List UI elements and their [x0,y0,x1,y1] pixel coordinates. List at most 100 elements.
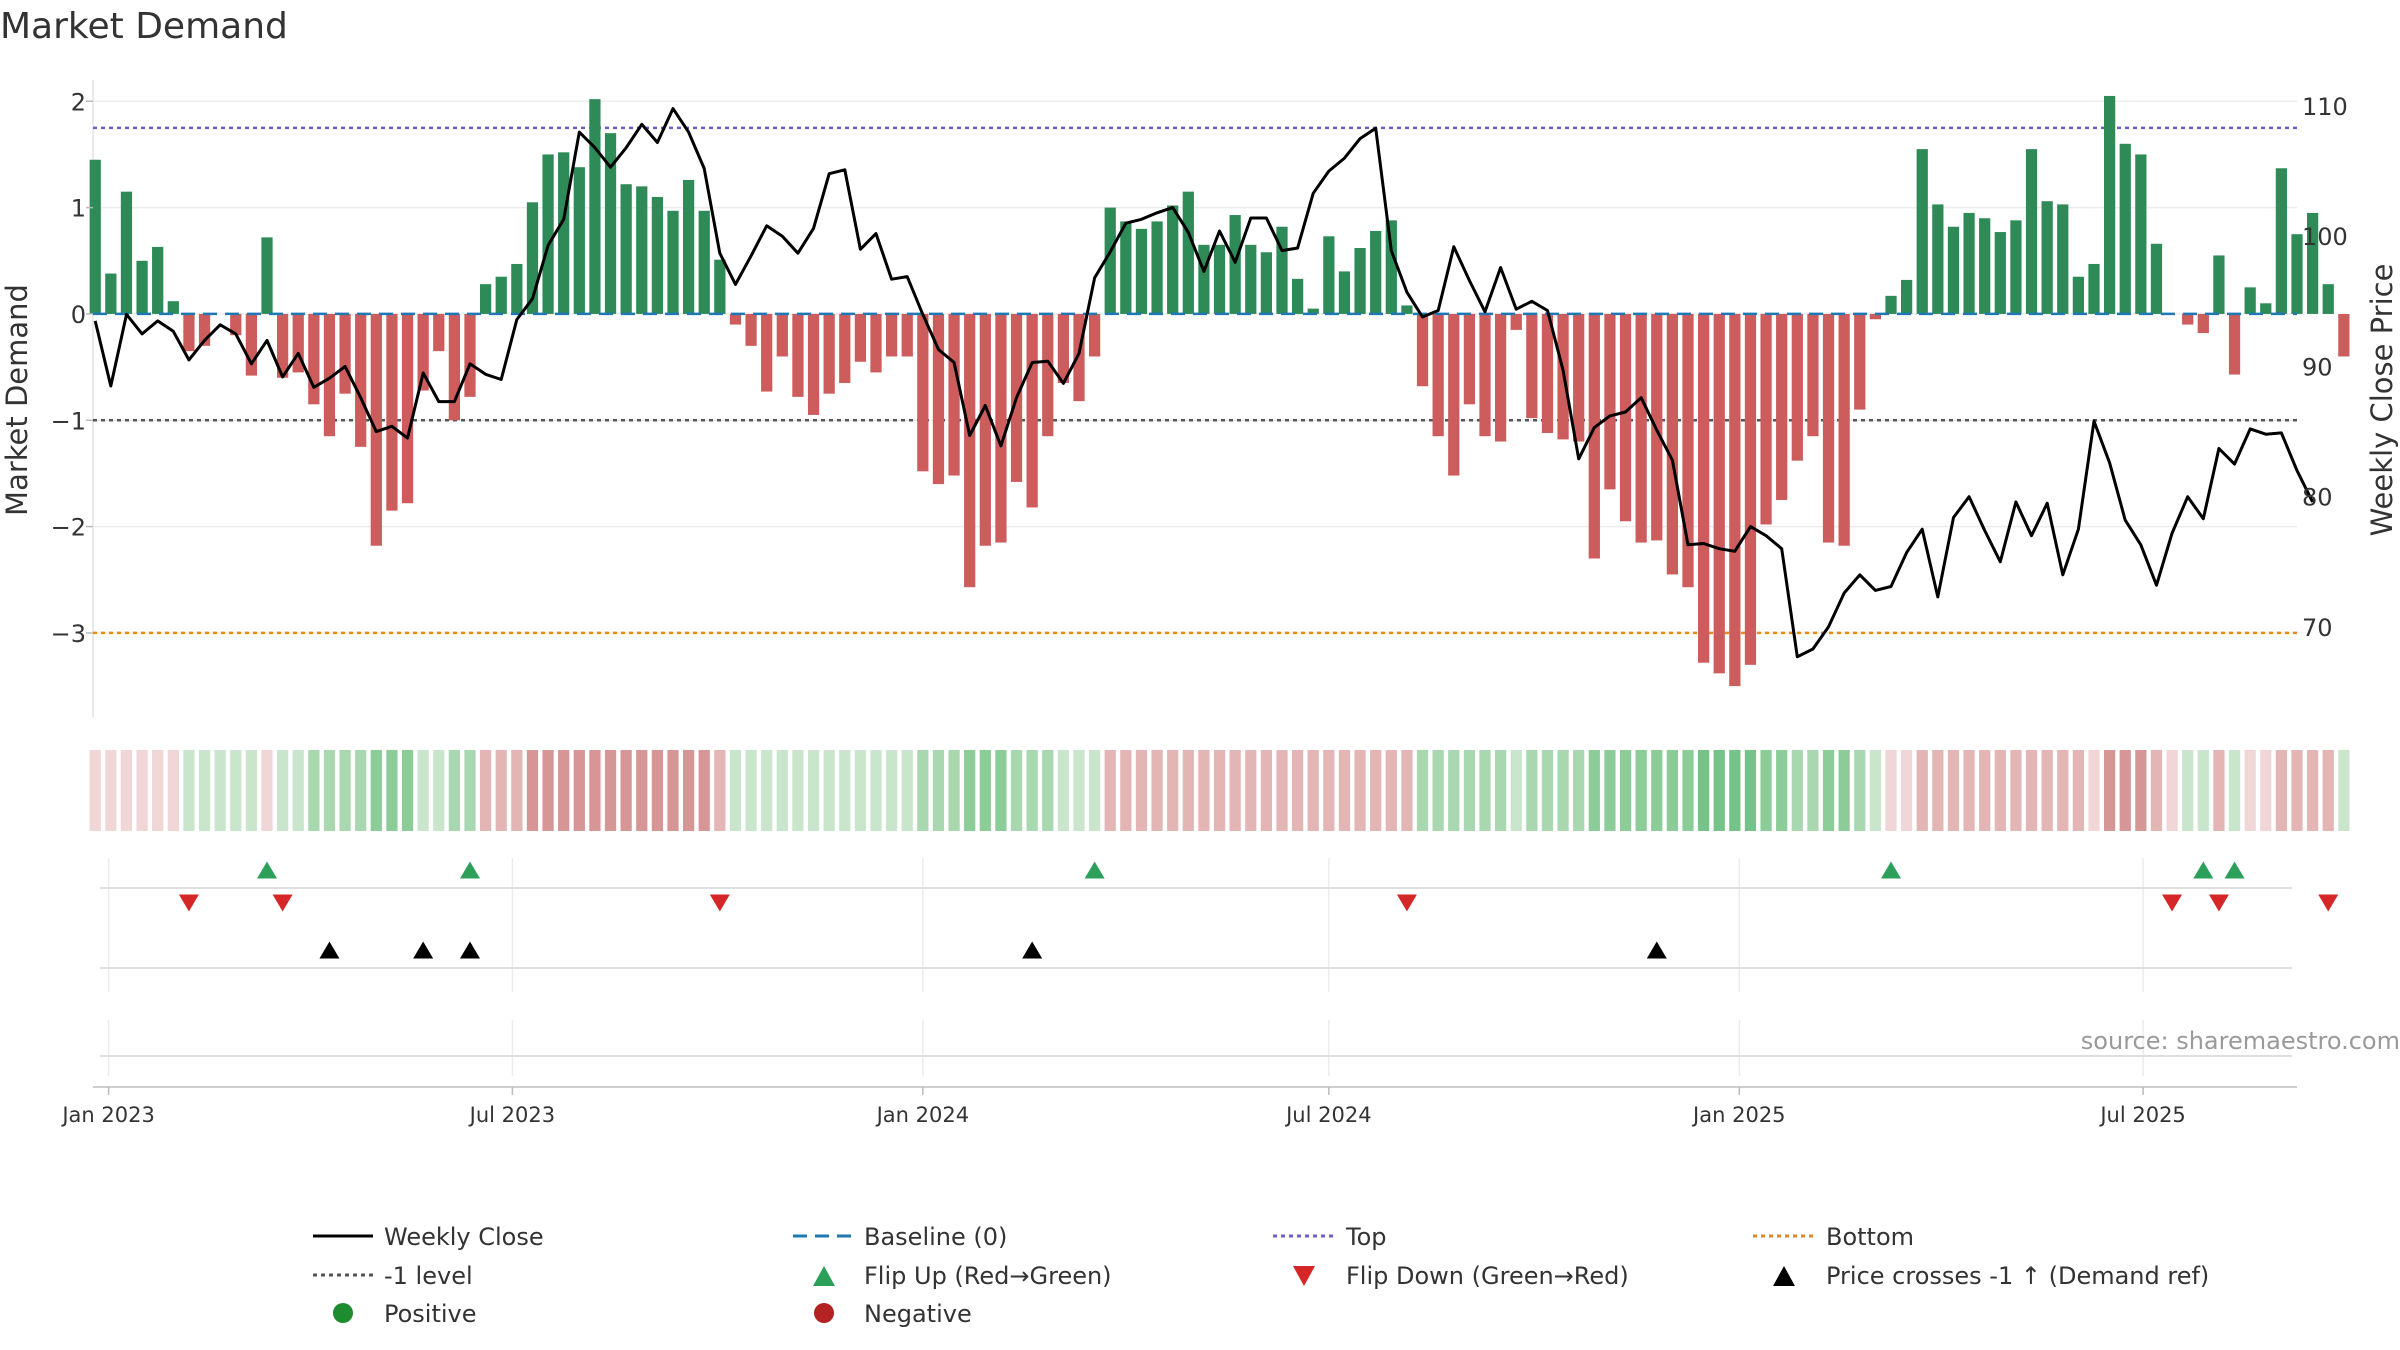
heat-cell [2150,750,2163,831]
flip-down-marker [709,894,730,912]
demand-bar [1057,313,1070,384]
demand-bar [1666,313,1679,575]
legend-item-price-cross: Price crosses -1 ↑ (Demand ref) [1773,1262,2209,1290]
demand-bar [1104,207,1116,314]
flip-down-marker [2162,894,2183,912]
heat-cell [2306,750,2319,831]
demand-bar [589,99,601,314]
heat-cell [386,750,398,831]
heat-cell [1026,750,1038,831]
legend-label-flip-down: Flip Down (Green→Red) [1346,1262,1629,1290]
demand-bar [479,284,492,314]
heat-cell [1932,750,1944,831]
flip-down-marker [2208,894,2229,912]
demand-bar [1182,191,1194,314]
heat-cell [1666,750,1679,831]
demand-bar [1604,313,1616,490]
heat-cell [479,750,492,831]
heat-cell [1151,750,1163,831]
heat-cell [1697,750,1710,831]
legend-item-negative: Negative [814,1300,972,1328]
demand-bar [2025,149,2038,314]
heat-cell [339,750,351,831]
legend-label-minus-one: -1 level [384,1262,473,1290]
heat-cell [1651,750,1663,831]
demand-bar [1541,313,1554,434]
heat-cell [1088,750,1101,831]
heat-cell [573,750,585,831]
demand-bar [511,263,523,314]
demand-bar [2291,234,2303,314]
heat-cell [807,750,820,831]
demand-bar [1729,313,1741,687]
demand-bar [1026,313,1038,508]
demand-bar [995,313,1007,543]
axis-ticks: 2 1 0 −1 −2 −3 110 100 90 80 70 Jan 2023 Jul 2023 Jan… [51,88,2348,1127]
legend-swatch-flip-up [813,1266,835,1286]
y-left-tick-label: −2 [51,514,86,542]
legend-item-baseline: Baseline (0) [793,1223,1007,1251]
heat-cell [1526,750,1538,831]
x-tick-label: Jul 2024 [1284,1103,1371,1127]
source-credit: source: sharemaestro.com [2081,1027,2400,1055]
demand-bar [604,133,617,314]
heat-cell [1838,750,1850,831]
heat-cell [1198,750,1210,831]
demand-bar [2275,168,2288,314]
demand-bar [1900,279,1913,314]
heat-cell [2166,750,2178,831]
heat-cell [1432,750,1444,831]
legend-swatch-flip-down [1293,1266,1315,1286]
demand-bar [698,210,710,314]
demand-bar [745,313,757,346]
heat-cell [370,750,382,831]
demand-heat-strip [89,750,2350,831]
demand-bar [1042,313,1054,437]
demand-bar [1307,308,1319,314]
flip-up-marker [2193,861,2214,879]
heat-cell [620,750,632,831]
y-axis-right-title: Weekly Close Price [2365,264,2399,537]
demand-bar [1167,205,1179,314]
demand-bar [261,237,273,314]
demand-bar [651,196,664,314]
heat-cell [2088,750,2100,831]
heat-cell [542,750,554,831]
heat-cell [745,750,757,831]
heat-cell [308,750,320,831]
demand-bar [1120,221,1132,314]
heat-cell [2010,750,2022,831]
heat-cell [105,750,117,831]
y-left-tick-label: −1 [51,407,86,435]
heat-cell [667,750,679,831]
heat-cell [1604,750,1616,831]
heat-cell [1760,750,1772,831]
heat-cell [932,750,945,831]
heat-cell [2072,750,2085,831]
demand-bar [854,313,867,362]
demand-bar [1994,232,2006,314]
demand-bar [1822,313,1835,543]
demand-bar [667,210,679,314]
demand-bar [89,159,101,314]
demand-bar [230,313,242,336]
y-left-tick-label: 2 [71,88,86,116]
demand-bar [979,313,991,546]
heat-cell [1213,750,1226,831]
demand-bar [1510,313,1522,330]
demand-bar [2213,255,2225,314]
demand-bar [1963,212,1975,314]
legend-item-bottom: Bottom [1753,1223,1914,1251]
demand-bar [1713,313,1725,674]
price-cross-marker [413,941,434,959]
flip-up-marker [1881,861,1901,879]
heat-cell [433,750,445,831]
heat-cell [89,750,101,831]
demand-bar [1338,271,1351,314]
heat-cell [917,750,929,831]
heat-cell [1479,750,1491,831]
demand-bar [964,313,976,588]
heat-cell [1182,750,1194,831]
demand-bar [120,191,133,314]
heat-cell [417,750,429,831]
